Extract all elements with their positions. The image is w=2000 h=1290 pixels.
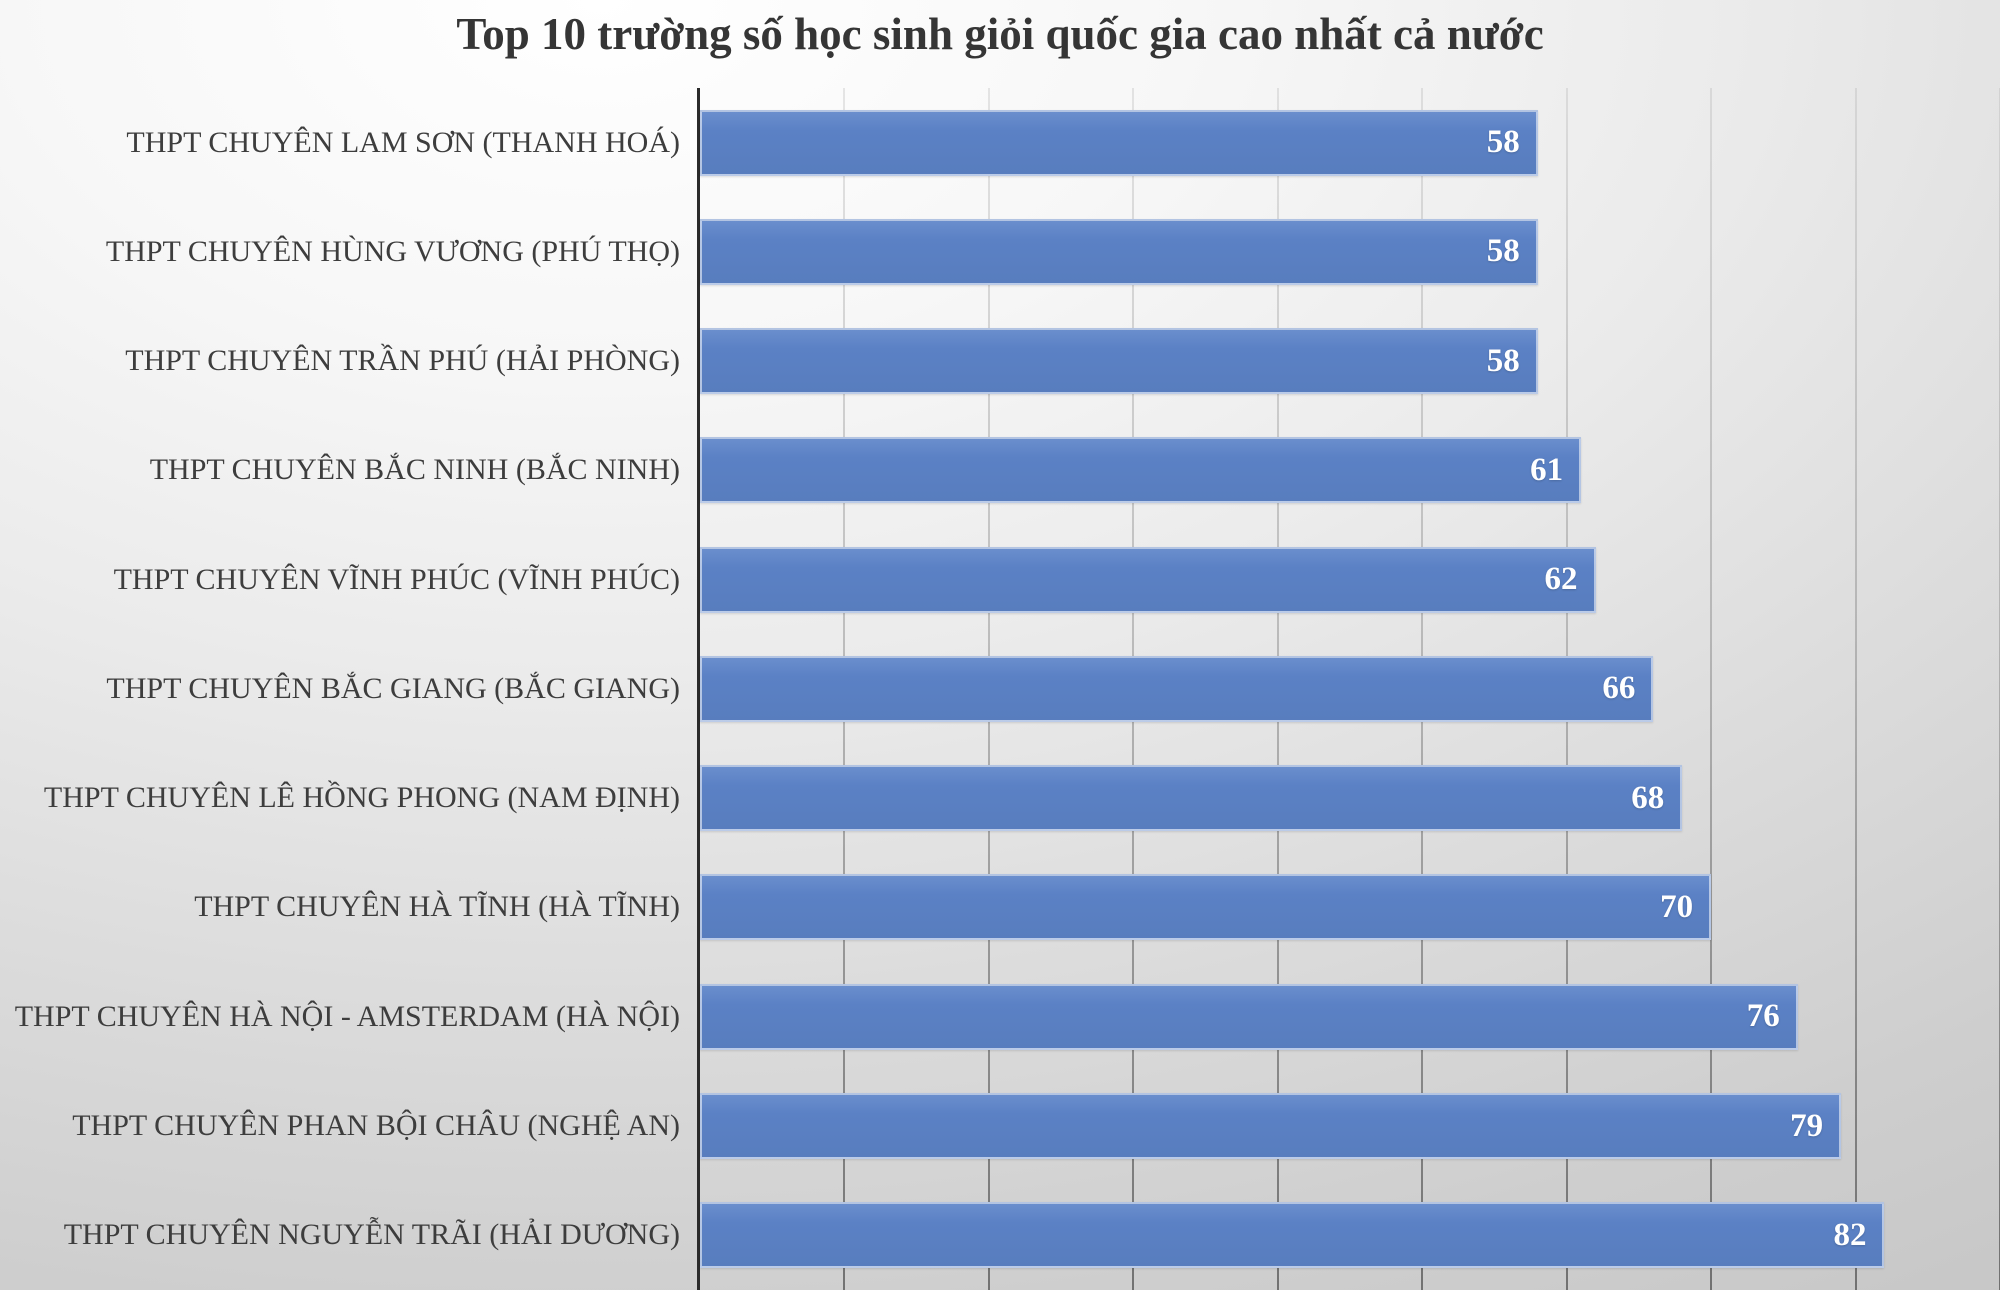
bar-row: 58 (700, 88, 2000, 197)
bar-row: 76 (700, 962, 2000, 1071)
category-label: THPT CHUYÊN HÀ NỘI - AMSTERDAM (HÀ NỘI) (14, 999, 680, 1033)
bar: 68 (700, 765, 1683, 832)
chart-body: THPT CHUYÊN LAM SƠN (THANH HOÁ) THPT CHUY… (0, 88, 2000, 1290)
bar-row: 68 (700, 744, 2000, 853)
bar: 62 (700, 546, 1596, 613)
bar-value-label: 76 (1746, 998, 1780, 1035)
bar-row: 58 (700, 197, 2000, 306)
bar: 58 (700, 328, 1538, 395)
bar-row: 58 (700, 307, 2000, 416)
category-label: THPT CHUYÊN BẮC NINH (BẮC NINH) (149, 453, 680, 487)
bar-row: 70 (700, 853, 2000, 962)
bar-series: 58 58 58 61 62 66 68 70 76 79 82 (700, 88, 2000, 1290)
bar-value-label: 68 (1631, 779, 1665, 816)
bar: 70 (700, 874, 1712, 941)
category-label: THPT CHUYÊN HÀ TĨNH (HÀ TĨNH) (194, 890, 680, 924)
category-label: THPT CHUYÊN NGUYỄN TRÃI (HẢI DƯƠNG) (63, 1218, 680, 1252)
bar-value-label: 58 (1486, 233, 1520, 270)
bar-value-label: 82 (1833, 1216, 1867, 1253)
bar-value-label: 62 (1544, 561, 1578, 598)
bar-row: 61 (700, 416, 2000, 525)
bar-row: 79 (700, 1071, 2000, 1180)
chart-title: Top 10 trường số học sinh giỏi quốc gia … (456, 9, 1544, 59)
bar-row: 82 (700, 1181, 2000, 1290)
bar-value-label: 66 (1602, 670, 1636, 707)
gridline (1854, 88, 1857, 1290)
category-label: THPT CHUYÊN VĨNH PHÚC (VĨNH PHÚC) (113, 562, 680, 596)
bar: 66 (700, 655, 1654, 722)
bar-value-label: 70 (1660, 888, 1694, 925)
category-label: THPT CHUYÊN TRẦN PHÚ (HẢI PHÒNG) (125, 344, 680, 378)
bar: 61 (700, 437, 1582, 504)
gridline (1710, 88, 1713, 1290)
bar-row: 62 (700, 525, 2000, 634)
category-label: THPT CHUYÊN PHAN BỘI CHÂU (NGHỆ AN) (72, 1109, 680, 1143)
category-label: THPT CHUYÊN LAM SƠN (THANH HOÁ) (126, 125, 680, 159)
category-label: THPT CHUYÊN HÙNG VƯƠNG (PHÚ THỌ) (105, 234, 680, 268)
category-axis: THPT CHUYÊN LAM SƠN (THANH HOÁ) THPT CHUY… (0, 88, 697, 1290)
bar-value-label: 58 (1486, 124, 1520, 161)
category-label: THPT CHUYÊN BẮC GIANG (BẮC GIANG) (106, 671, 680, 705)
bar-value-label: 61 (1530, 451, 1564, 488)
bar-row: 66 (700, 634, 2000, 743)
plot-area: 58 58 58 61 62 66 68 70 76 79 82 (697, 88, 2000, 1290)
category-label: THPT CHUYÊN LÊ HỒNG PHONG (NAM ĐỊNH) (43, 781, 680, 815)
bar: 58 (700, 109, 1538, 176)
bar: 58 (700, 218, 1538, 285)
bar-value-label: 79 (1790, 1107, 1824, 1144)
bar-value-label: 58 (1486, 342, 1520, 379)
bar: 79 (700, 1093, 1842, 1160)
bar: 76 (700, 983, 1798, 1050)
bar: 82 (700, 1202, 1885, 1269)
